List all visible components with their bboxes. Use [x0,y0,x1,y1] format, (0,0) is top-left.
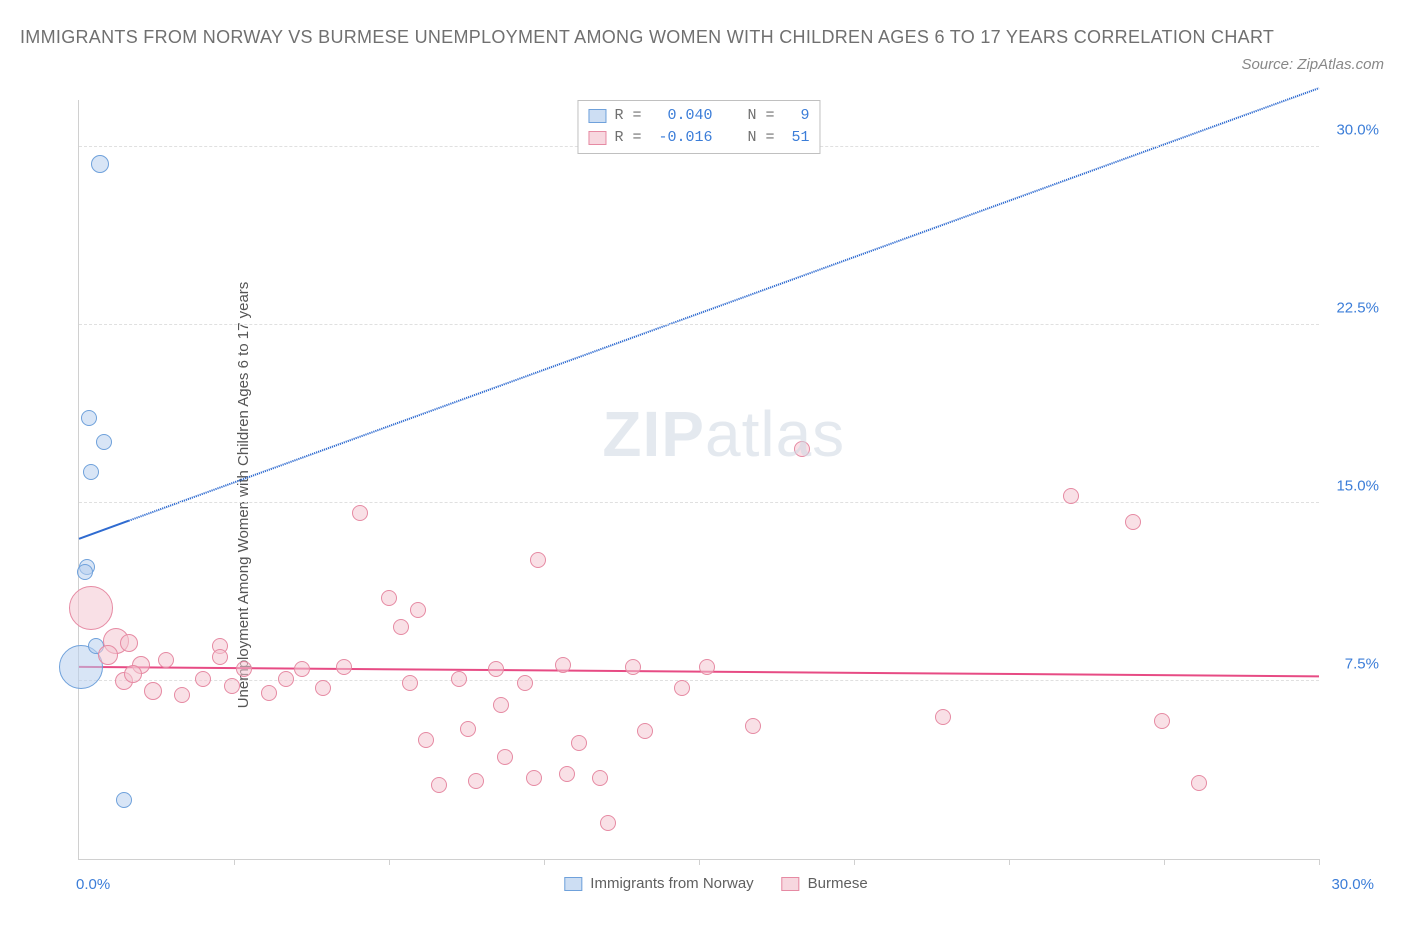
legend-n-label: N = [721,105,784,127]
plot-area: ZIPatlas R = 0.040 N = 9R = -0.016 N = 5… [78,100,1319,860]
data-point-burmese [460,721,476,737]
y-tick-label: 7.5% [1324,656,1379,673]
legend-n-value: 9 [792,105,810,127]
data-point-burmese [236,661,252,677]
x-axis-end-label: 30.0% [1331,876,1374,893]
data-point-burmese [493,697,509,713]
trend-lines-svg [79,100,1319,859]
x-tick [1009,859,1010,865]
data-point-norway [83,464,99,480]
data-point-burmese [468,773,484,789]
x-axis-origin-label: 0.0% [76,876,110,893]
data-point-burmese [418,732,434,748]
chart-title: IMMIGRANTS FROM NORWAY VS BURMESE UNEMPL… [20,22,1386,53]
data-point-burmese [517,675,533,691]
legend-bottom: Immigrants from Norway Burmese [564,875,867,892]
data-point-burmese [674,680,690,696]
data-point-burmese [69,586,113,630]
data-point-burmese [625,659,641,675]
data-point-norway [96,434,112,450]
data-point-burmese [1125,514,1141,530]
legend-swatch-burmese [782,877,800,891]
legend-n-label: N = [721,127,784,149]
y-tick-label: 15.0% [1324,478,1379,495]
x-tick [234,859,235,865]
data-point-norway [77,564,93,580]
data-point-burmese [592,770,608,786]
data-point-norway [81,410,97,426]
legend-r-label: R = [614,127,650,149]
data-point-burmese [555,657,571,673]
data-point-burmese [571,735,587,751]
data-point-burmese [224,678,240,694]
data-point-burmese [393,619,409,635]
legend-swatch-burmese [588,131,606,145]
x-tick [699,859,700,865]
data-point-burmese [336,659,352,675]
data-point-burmese [451,671,467,687]
data-point-burmese [315,680,331,696]
data-point-burmese [195,671,211,687]
legend-stats-row-burmese: R = -0.016 N = 51 [588,127,809,149]
legend-r-value: -0.016 [658,127,712,149]
data-point-burmese [174,687,190,703]
data-point-burmese [935,709,951,725]
legend-swatch-norway [564,877,582,891]
data-point-burmese [98,645,118,665]
data-point-burmese [526,770,542,786]
source-attribution: Source: ZipAtlas.com [1241,56,1384,73]
legend-label-burmese: Burmese [808,875,868,892]
data-point-burmese [1191,775,1207,791]
data-point-burmese [158,652,174,668]
legend-stats-row-norway: R = 0.040 N = 9 [588,105,809,127]
data-point-burmese [488,661,504,677]
data-point-norway [116,792,132,808]
x-tick [1164,859,1165,865]
data-point-burmese [497,749,513,765]
legend-stats-box: R = 0.040 N = 9R = -0.016 N = 51 [577,100,820,154]
data-point-burmese [745,718,761,734]
data-point-burmese [124,665,142,683]
data-point-burmese [144,682,162,700]
legend-r-value: 0.040 [658,105,712,127]
y-tick-label: 30.0% [1324,122,1379,139]
x-tick [854,859,855,865]
data-point-burmese [637,723,653,739]
data-point-burmese [352,505,368,521]
data-point-burmese [381,590,397,606]
y-tick-label: 22.5% [1324,300,1379,317]
x-tick [389,859,390,865]
legend-n-value: 51 [792,127,810,149]
legend-label-norway: Immigrants from Norway [590,875,753,892]
grid-line [79,324,1319,325]
legend-item-norway: Immigrants from Norway [564,875,753,892]
data-point-burmese [402,675,418,691]
data-point-norway [91,155,109,173]
data-point-burmese [794,441,810,457]
data-point-burmese [559,766,575,782]
data-point-burmese [212,649,228,665]
x-tick [1319,859,1320,865]
data-point-burmese [410,602,426,618]
legend-r-label: R = [614,105,650,127]
data-point-burmese [431,777,447,793]
data-point-burmese [530,552,546,568]
legend-swatch-norway [588,109,606,123]
data-point-burmese [1154,713,1170,729]
data-point-burmese [120,634,138,652]
legend-item-burmese: Burmese [782,875,868,892]
data-point-burmese [699,659,715,675]
x-tick [544,859,545,865]
chart-container: Unemployment Among Women with Children A… [48,100,1384,890]
data-point-burmese [1063,488,1079,504]
data-point-burmese [261,685,277,701]
data-point-burmese [294,661,310,677]
grid-line [79,502,1319,503]
trend-line-norway [79,521,129,539]
data-point-burmese [600,815,616,831]
data-point-burmese [278,671,294,687]
grid-line [79,680,1319,681]
